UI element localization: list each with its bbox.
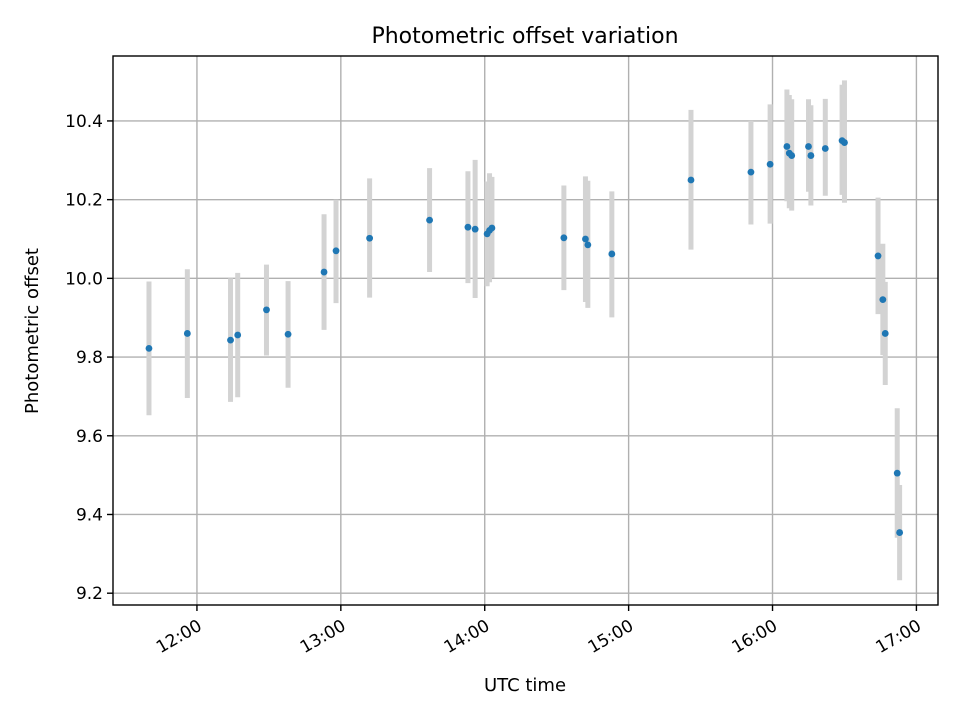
data-point <box>584 241 592 249</box>
y-tick-label: 9.8 <box>76 348 103 368</box>
plot-frame <box>112 55 939 606</box>
data-point <box>263 306 270 314</box>
data-point <box>183 330 191 337</box>
y-tick-label: 10.2 <box>65 191 103 211</box>
data-point <box>227 336 234 344</box>
data-point <box>560 234 568 242</box>
x-tick-label: 14:00 <box>441 616 493 658</box>
data-point <box>234 331 242 339</box>
data-point <box>426 216 433 224</box>
x-tick-label: 12:00 <box>153 616 205 658</box>
y-tick-label: 9.2 <box>76 584 103 604</box>
data-point <box>766 160 774 168</box>
tick-labels: 12:00 13:00 14:00 15:00 16:00 17:00 9.2 9.4 9.6 9… <box>65 112 925 658</box>
data-point <box>582 235 589 243</box>
chart-title: Photometric offset variation <box>371 24 678 49</box>
grid <box>113 56 938 605</box>
data-point <box>488 224 496 232</box>
data-point <box>608 250 616 258</box>
data-point <box>805 143 812 150</box>
data-point <box>320 268 328 276</box>
data-point <box>807 152 815 159</box>
y-tick-label: 9.6 <box>76 427 103 447</box>
data-point <box>471 225 479 233</box>
data-point <box>893 469 901 477</box>
axis-ticks <box>107 120 918 611</box>
data-point <box>687 176 695 184</box>
y-axis-label: Photometric offset <box>22 248 43 414</box>
data-point <box>788 152 796 159</box>
x-axis-label: UTC time <box>484 675 566 696</box>
x-tick-label: 16:00 <box>729 616 781 658</box>
data-point <box>783 143 791 150</box>
data-point <box>841 139 848 146</box>
data-point <box>879 296 887 304</box>
y-tick-label: 10.4 <box>65 112 103 132</box>
data-point <box>881 330 889 337</box>
data-point <box>145 345 153 352</box>
data-point <box>821 145 829 152</box>
data-point <box>874 252 882 260</box>
data-point <box>366 234 374 242</box>
data-point <box>896 529 904 536</box>
y-tick-label: 10.0 <box>65 269 103 289</box>
y-tick-label: 9.4 <box>76 505 103 525</box>
data-point <box>332 247 340 255</box>
x-tick-label: 13:00 <box>297 616 349 658</box>
x-tick-label: 17:00 <box>872 616 924 658</box>
x-tick-label: 15:00 <box>585 616 637 658</box>
data-point <box>464 223 472 231</box>
data-point <box>747 168 755 176</box>
data-points <box>145 137 904 536</box>
data-point <box>284 330 292 338</box>
